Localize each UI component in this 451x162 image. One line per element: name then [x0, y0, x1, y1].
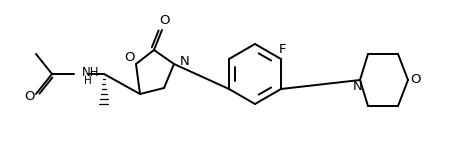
Text: O: O [25, 91, 35, 104]
Text: H: H [84, 76, 92, 86]
Text: O: O [410, 74, 420, 87]
Text: O: O [159, 15, 170, 28]
Text: F: F [279, 44, 286, 57]
Text: N: N [179, 56, 189, 69]
Text: O: O [124, 52, 135, 64]
Text: NH: NH [82, 66, 99, 80]
Text: N: N [352, 81, 362, 93]
